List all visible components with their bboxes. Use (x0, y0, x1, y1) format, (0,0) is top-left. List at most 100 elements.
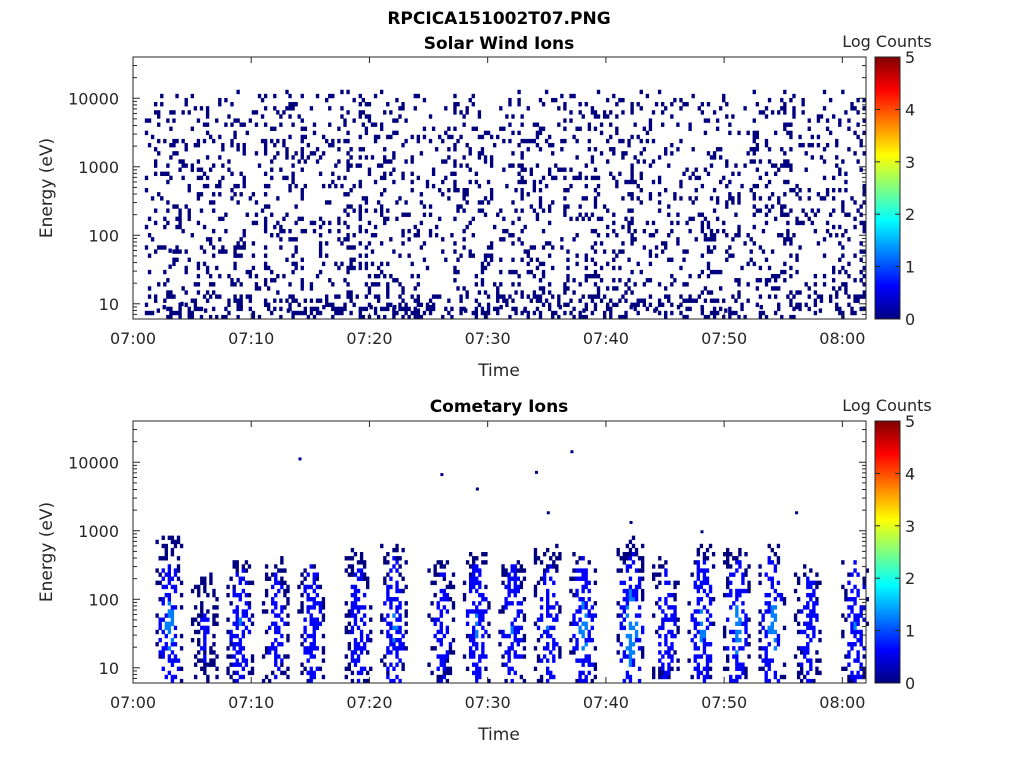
heatmap-cell (266, 302, 271, 308)
heatmap-cell (439, 654, 443, 659)
heatmap-cell (535, 306, 540, 312)
heatmap-cell (471, 102, 475, 107)
heatmap-cell (661, 670, 665, 676)
heatmap-cell (744, 642, 748, 647)
heatmap-cell (401, 662, 405, 667)
heatmap-cell (706, 224, 711, 230)
heatmap-cell (280, 580, 284, 586)
heatmap-cell (735, 556, 739, 561)
heatmap-cell (755, 130, 760, 136)
y-tick-label: 100 (88, 590, 119, 609)
heatmap-cell (147, 233, 152, 238)
heatmap-cell (169, 155, 173, 160)
heatmap-cell (445, 560, 450, 565)
heatmap-cell (705, 580, 710, 586)
heatmap-cell (356, 576, 361, 581)
heatmap-cell (178, 212, 182, 217)
heatmap-cell (251, 241, 256, 246)
heatmap-cell (486, 179, 491, 185)
heatmap-cell (780, 212, 784, 217)
heatmap-cell (552, 560, 556, 565)
heatmap-cell (376, 265, 381, 271)
heatmap-cell (624, 282, 628, 287)
heatmap-cell (696, 597, 700, 602)
heatmap-cell (722, 228, 726, 234)
heatmap-cell (660, 241, 665, 246)
heatmap-cell (815, 670, 819, 676)
heatmap-cell (315, 617, 320, 622)
heatmap-cell (581, 196, 585, 201)
heatmap-cell (480, 134, 485, 140)
heatmap-cell (575, 253, 579, 258)
heatmap-cell (581, 633, 585, 639)
heatmap-cell (637, 556, 642, 561)
heatmap-cell (224, 314, 228, 320)
heatmap-cell (679, 302, 683, 308)
heatmap-cell (337, 220, 341, 226)
heatmap-cell (705, 658, 710, 663)
solar-wind-plot-frame (132, 56, 867, 320)
heatmap-cell (690, 637, 694, 643)
heatmap-cell (832, 269, 836, 275)
heatmap-cell (702, 674, 707, 680)
heatmap-cell (453, 241, 457, 246)
heatmap-cell (796, 609, 801, 614)
heatmap-cell (163, 216, 167, 222)
heatmap-cell (410, 159, 414, 164)
heatmap-cell (395, 130, 399, 136)
heatmap-cell (798, 142, 802, 148)
heatmap-cell (551, 294, 555, 299)
heatmap-cell (346, 163, 350, 168)
heatmap-cell (764, 609, 768, 614)
heatmap-cell (722, 625, 727, 631)
heatmap-cell (546, 564, 550, 569)
heatmap-cell (630, 163, 634, 168)
heatmap-cell (575, 216, 579, 222)
heatmap-cell (465, 560, 470, 565)
heatmap-cell (767, 658, 771, 663)
heatmap-cell (625, 592, 630, 598)
heatmap-cell (236, 89, 240, 95)
heatmap-cell (616, 650, 620, 655)
heatmap-cell (398, 613, 402, 618)
heatmap-cell (744, 588, 748, 594)
heatmap-cell (513, 572, 517, 577)
heatmap-cell (291, 122, 295, 127)
heatmap-cell (274, 629, 278, 635)
heatmap-cell (859, 257, 863, 262)
heatmap-cell (150, 310, 155, 316)
heatmap-cell (584, 658, 588, 663)
heatmap-cell (640, 654, 645, 659)
heatmap-cell (523, 179, 527, 185)
heatmap-cell (776, 678, 781, 684)
heatmap-cell (241, 609, 246, 614)
heatmap-cell (187, 314, 191, 320)
heatmap-cell (315, 306, 320, 312)
heatmap-cell (218, 192, 222, 197)
heatmap-cell (196, 159, 201, 164)
heatmap-cell (667, 629, 671, 635)
heatmap-cell (361, 196, 366, 201)
heatmap-cell (459, 310, 463, 316)
heatmap-cell (847, 273, 851, 279)
heatmap-cell (239, 253, 243, 258)
heatmap-cell (783, 110, 787, 115)
heatmap-cell (395, 650, 399, 655)
heatmap-cell (263, 245, 268, 250)
heatmap-cell (816, 241, 821, 246)
heatmap-cell (777, 302, 781, 308)
heatmap-cell (640, 543, 645, 549)
heatmap-cell (212, 138, 216, 144)
heatmap-cell (738, 547, 742, 553)
heatmap-cell (637, 568, 642, 573)
heatmap-cell (274, 621, 278, 626)
heatmap-cell (386, 597, 390, 602)
heatmap-cell (712, 237, 717, 242)
heatmap-cell (738, 666, 742, 672)
heatmap-cell (628, 547, 633, 553)
heatmap-cell (752, 118, 756, 123)
heatmap-cell (825, 188, 830, 193)
heatmap-cell (193, 298, 198, 303)
heatmap-cell (554, 163, 558, 168)
heatmap-cell (693, 666, 697, 672)
